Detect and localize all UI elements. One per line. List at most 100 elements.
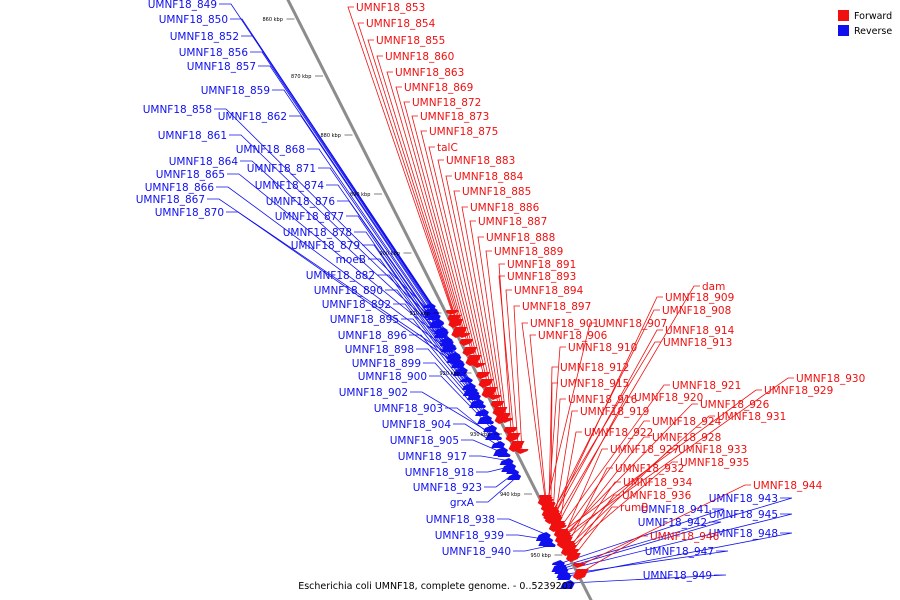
tick-label: 900 kbp (380, 251, 400, 257)
forward-gene-feature (551, 523, 566, 530)
tick-label: 920 kbp (440, 371, 460, 377)
reverse-gene-label: UMNF18_947 (645, 546, 714, 558)
forward-gene-label: UMNF18_853 (356, 2, 425, 14)
reverse-gene-label: UMNF18_896 (338, 330, 408, 342)
reverse-gene-label: UMNF18_852 (170, 31, 239, 43)
forward-gene-label: UMNF18_934 (623, 477, 693, 489)
leader-line (367, 39, 458, 323)
leader-line (453, 190, 496, 399)
leader-line (289, 115, 446, 331)
reverse-gene-label: UMNF18_882 (306, 270, 375, 282)
forward-gene-label: UMNF18_897 (522, 301, 591, 313)
forward-gene-label: UMNF18_894 (514, 285, 584, 297)
reverse-gene-feature (459, 377, 473, 382)
leader-line (272, 89, 442, 323)
reverse-gene-feature (499, 458, 514, 465)
forward-gene-feature (537, 497, 553, 506)
reverse-gene-label: UMNF18_905 (390, 435, 459, 447)
reverse-gene-label: UMNF18_945 (709, 509, 778, 521)
forward-gene-feature (445, 310, 459, 315)
leader-line (565, 415, 715, 541)
forward-gene-label: UMNF18_927 (610, 444, 679, 456)
reverse-gene-label: UMNF18_892 (322, 299, 391, 311)
forward-gene-label: UMNF18_930 (796, 373, 865, 385)
reverse-gene-label: UMNF18_948 (709, 528, 778, 540)
leader-line (403, 101, 472, 351)
gene-labels: UMNF18_849 UMNF18_850 UMNF18_852 UMNF18_856… (136, 0, 866, 582)
leader-line (557, 396, 632, 525)
reverse-gene-label: UMNF18_856 (179, 47, 249, 59)
leader-line (567, 532, 793, 577)
leader-line (563, 521, 722, 569)
forward-gene-feature (478, 379, 494, 388)
reverse-gene-label: UMNF18_917 (398, 451, 467, 463)
reverse-gene-label: UMNF18_938 (426, 514, 495, 526)
leader-line (567, 467, 613, 545)
tick-label: 940 kbp (500, 492, 520, 498)
tick-label: 860 kbp (263, 17, 283, 23)
tick-label: 930 kbp (470, 432, 490, 438)
forward-gene-label: UMNF18_854 (366, 18, 436, 30)
reverse-gene-label: UMNF18_862 (218, 111, 287, 123)
reverse-gene-label: UMNF18_870 (155, 207, 224, 219)
reverse-gene-label: UMNF18_940 (442, 546, 511, 558)
reverse-gene-label: UMNF18_900 (358, 371, 427, 383)
forward-gene-feature (490, 401, 505, 408)
forward-gene-label: UMNF18_909 (665, 292, 734, 304)
leader-line (564, 513, 793, 571)
forward-gene-label: UMNF18_931 (717, 411, 786, 423)
reverse-gene-feature (506, 469, 520, 474)
forward-gene-feature (451, 327, 468, 338)
leader-line (529, 334, 547, 501)
leader-line (568, 448, 676, 547)
forward-gene-label: UMNF18_872 (412, 97, 481, 109)
forward-gene-feature (492, 407, 508, 416)
reverse-gene-label: UMNF18_849 (148, 0, 217, 11)
forward-gene-label: UMNF18_869 (404, 82, 473, 94)
forward-gene-label: UMNF18_932 (615, 463, 684, 475)
leader-line (571, 494, 620, 553)
forward-gene-label: UMNF18_908 (662, 305, 731, 317)
leader-line (521, 322, 546, 499)
leader-line (241, 35, 437, 313)
leader-line (420, 130, 480, 367)
reverse-gene-label: UMNF18_874 (255, 180, 325, 192)
forward-gene-label: UMNF18_885 (462, 186, 531, 198)
reverse-gene-feature (443, 345, 457, 350)
leader-line (563, 448, 608, 537)
forward-gene-label: UMNF18_944 (753, 480, 823, 492)
reverse-gene-label: grxA (450, 497, 475, 509)
leader-line (550, 382, 558, 511)
reverse-gene-feature (551, 560, 565, 565)
reverse-gene-label: UMNF18_850 (159, 14, 228, 26)
reverse-gene-feature (450, 361, 465, 368)
forward-gene-label: UMNF18_935 (680, 457, 749, 469)
leader-line (258, 65, 439, 317)
leader-line (566, 550, 729, 575)
reverse-gene-label: UMNF18_865 (156, 169, 225, 181)
leader-line (578, 484, 751, 567)
leader-line (437, 159, 488, 383)
reverse-gene-label: UMNF18_867 (136, 194, 205, 206)
reverse-gene-feature (497, 452, 511, 457)
leader-line (461, 206, 499, 405)
leader-line (546, 322, 596, 503)
reverse-gene-label: UMNF18_871 (247, 163, 316, 175)
leader-line (485, 250, 507, 422)
leader-line (513, 305, 523, 453)
forward-gene-label: UMNF18_912 (560, 362, 629, 374)
forward-gene-feature (554, 533, 571, 544)
forward-gene-feature (565, 553, 581, 562)
forward-gene-feature (481, 387, 498, 398)
reverse-gene-label: UMNF18_868 (236, 144, 305, 156)
leader-line (573, 506, 618, 557)
forward-gene-label: UMNF18_922 (584, 427, 653, 439)
forward-gene-feature (462, 347, 478, 356)
forward-gene-label: UMNF18_946 (650, 531, 720, 543)
leader-line (214, 108, 442, 324)
leader-line (552, 398, 566, 515)
reverse-gene-label: UMNF18_943 (709, 493, 778, 505)
leader-line (554, 410, 578, 519)
legend-forward-swatch (838, 10, 849, 21)
